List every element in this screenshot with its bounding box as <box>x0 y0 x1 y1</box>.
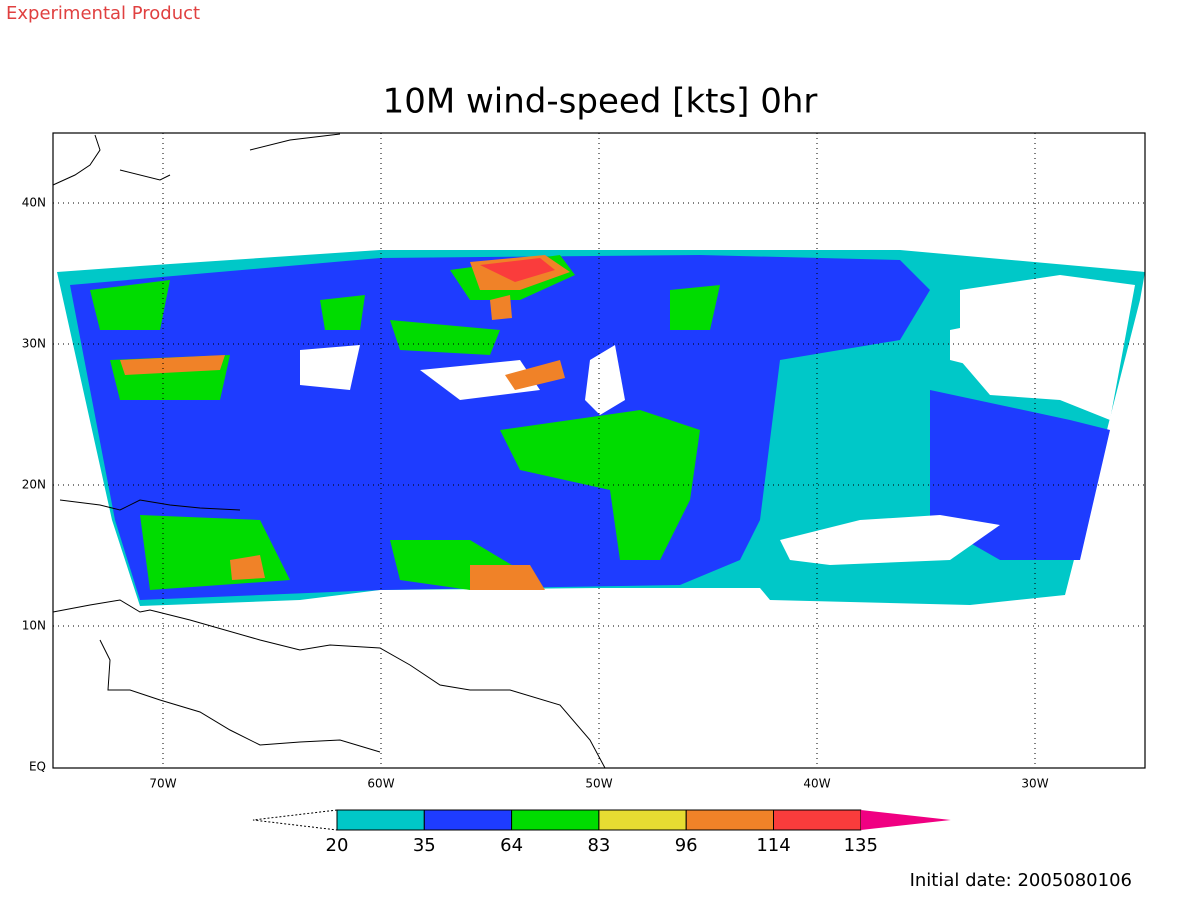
colorbar-label: 20 <box>326 835 349 856</box>
lat-label: 40N <box>22 196 46 210</box>
product-note: Experimental Product <box>6 3 200 24</box>
colorbar-label: 35 <box>413 835 436 856</box>
lat-label: 10N <box>22 619 46 633</box>
lon-label: 40W <box>803 777 830 791</box>
colorbar-upper-arrow <box>860 810 951 830</box>
colorbar-box <box>773 809 862 831</box>
colorbar-box <box>685 809 775 831</box>
colorbar-label: 83 <box>587 835 610 856</box>
lon-label: 30W <box>1021 777 1048 791</box>
colorbar-label: 114 <box>756 835 790 856</box>
lon-label: 60W <box>367 777 394 791</box>
lat-label: 20N <box>22 478 46 492</box>
colorbar-box <box>423 809 513 831</box>
colorbar-label: 64 <box>500 835 523 856</box>
coastlines <box>52 133 606 769</box>
colorbar-label: 96 <box>675 835 698 856</box>
lat-label: EQ <box>29 760 46 774</box>
colorbar-box <box>336 809 425 831</box>
colorbar-box <box>598 809 687 831</box>
colorbar-label: 135 <box>844 835 878 856</box>
map-title: 10M wind-speed [kts] 0hr <box>383 82 818 122</box>
colorbar-box <box>511 809 600 831</box>
wind-field <box>57 250 1145 606</box>
lon-label: 50W <box>585 777 612 791</box>
colorbar-lower-arrow <box>252 809 338 831</box>
initial-date: Initial date: 2005080106 <box>910 870 1132 891</box>
lat-label: 30N <box>22 337 46 351</box>
lon-label: 70W <box>149 777 176 791</box>
